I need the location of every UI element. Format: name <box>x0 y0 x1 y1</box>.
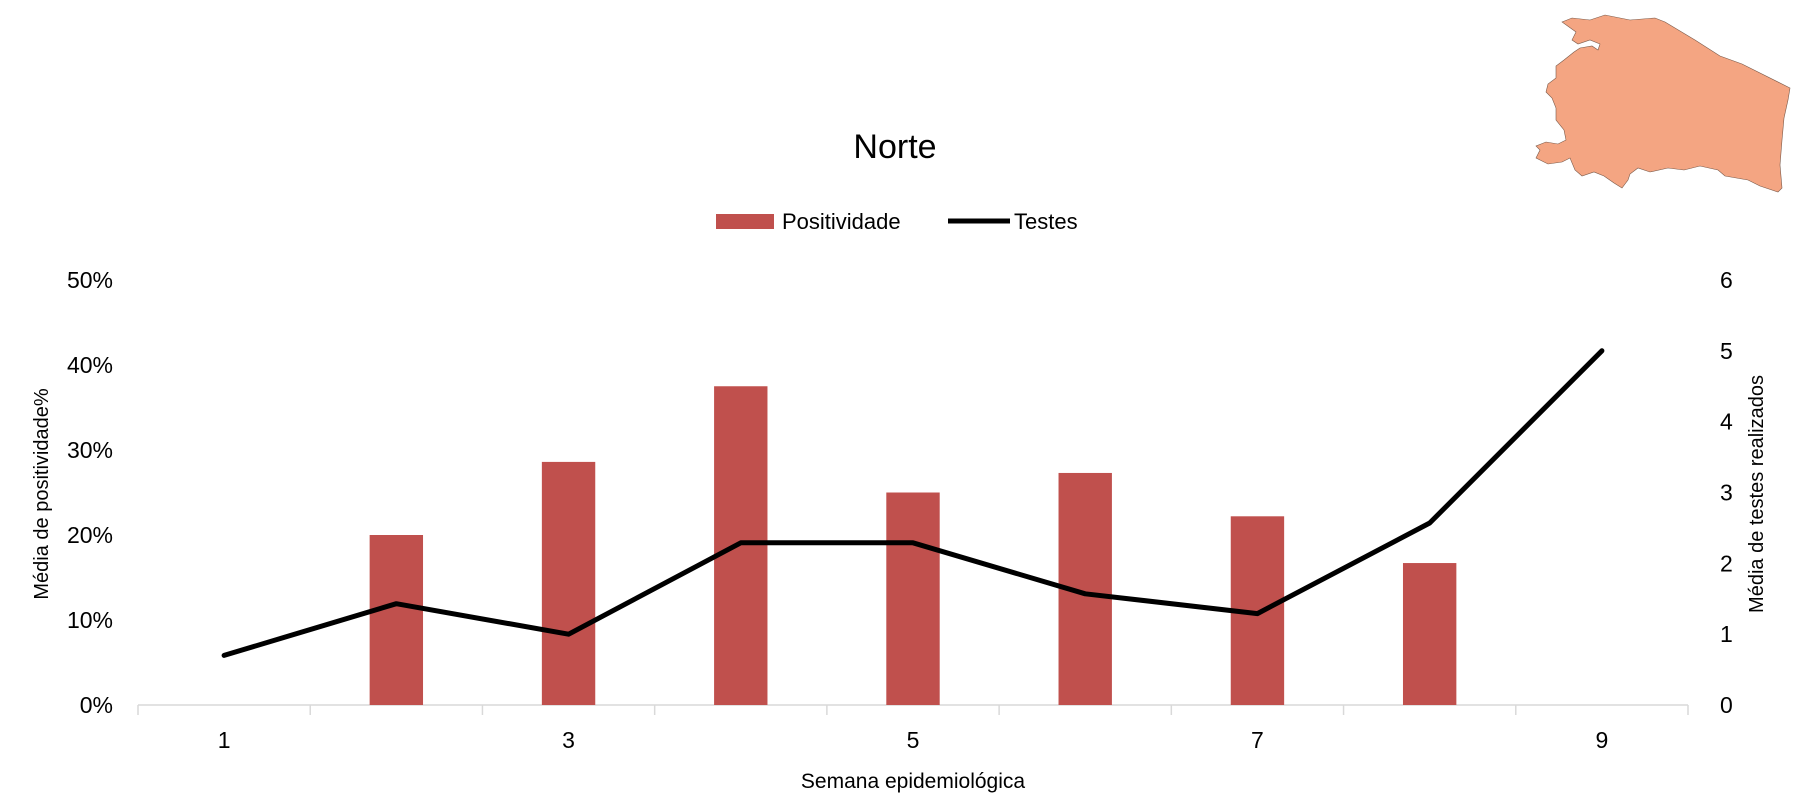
x-tick-label: 1 <box>218 727 231 753</box>
line-group <box>221 348 1605 658</box>
right-axis-label: Média de testes realizados <box>1746 375 1768 613</box>
bar-positividade <box>541 461 596 705</box>
x-axis-line-group <box>137 704 1689 715</box>
left-tick-label: 0% <box>80 692 113 718</box>
legend-swatch-positividade <box>716 214 774 229</box>
legend-label-positividade: Positividade <box>782 209 901 234</box>
right-tick-label: 6 <box>1720 267 1733 293</box>
x-tick-labels: 1 3 5 7 9 <box>218 727 1609 753</box>
bar-positividade <box>1402 563 1457 705</box>
right-tick-label: 5 <box>1720 338 1733 364</box>
map-inset <box>1535 14 1791 193</box>
left-tick-label: 30% <box>67 437 113 463</box>
norte-region-map <box>1535 14 1791 193</box>
right-tick-label: 2 <box>1720 550 1733 576</box>
right-tick-label: 1 <box>1720 621 1733 647</box>
right-tick-label: 3 <box>1720 480 1733 506</box>
left-tick-label: 20% <box>67 522 113 548</box>
x-tick-label: 9 <box>1595 727 1608 753</box>
bars-group <box>369 386 1457 705</box>
line-testes <box>221 348 1605 658</box>
left-tick-labels: 0% 10% 20% 30% 40% 50% <box>67 267 113 718</box>
right-tick-label: 4 <box>1720 409 1733 435</box>
chart-title: Norte <box>853 128 936 166</box>
right-tick-label: 0 <box>1720 692 1733 718</box>
bar-positividade <box>369 535 424 705</box>
legend: Positividade Testes <box>716 209 1078 234</box>
left-tick-label: 50% <box>67 267 113 293</box>
left-tick-label: 10% <box>67 607 113 633</box>
right-tick-labels: 0 1 2 3 4 5 6 <box>1720 267 1733 718</box>
legend-label-testes: Testes <box>1014 209 1078 234</box>
x-tick-label: 3 <box>562 727 575 753</box>
left-axis-label: Média de positividade% <box>31 388 53 599</box>
x-tick-label: 5 <box>907 727 920 753</box>
bar-positividade <box>886 492 940 705</box>
x-axis-label: Semana epidemiológica <box>801 770 1025 793</box>
x-tick-label: 7 <box>1251 727 1264 753</box>
left-tick-label: 40% <box>67 352 113 378</box>
